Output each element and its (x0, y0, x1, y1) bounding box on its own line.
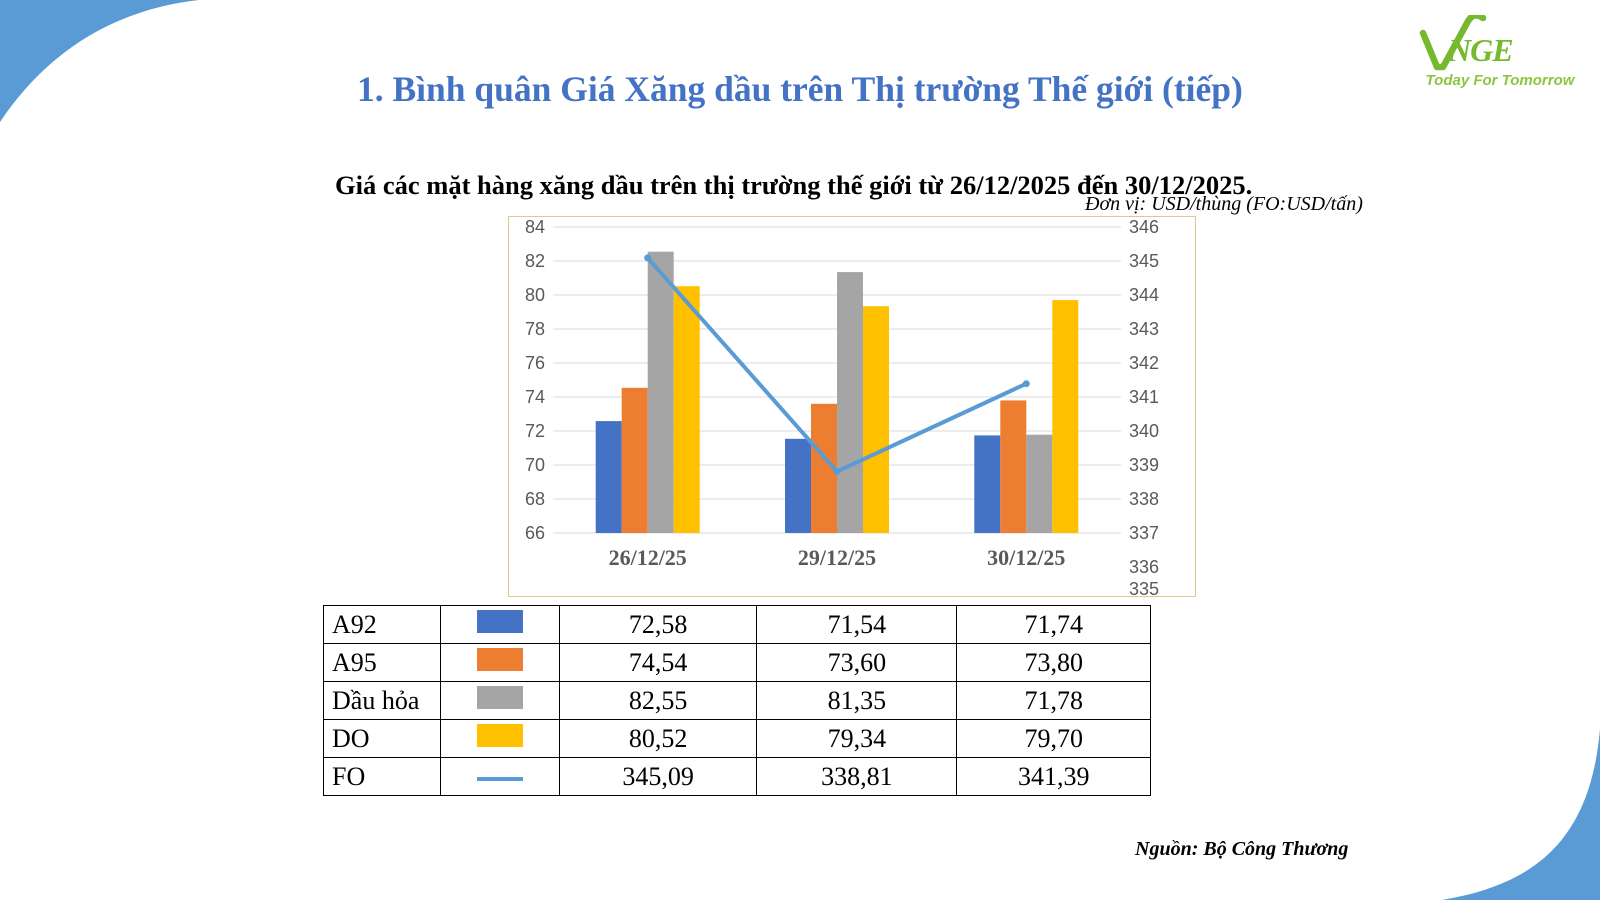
svg-text:338: 338 (1129, 489, 1159, 509)
svg-text:342: 342 (1129, 353, 1159, 373)
svg-text:336: 336 (1129, 557, 1159, 577)
svg-text:74: 74 (525, 387, 545, 407)
svg-text:70: 70 (525, 455, 545, 475)
svg-text:66: 66 (525, 523, 545, 543)
svg-text:30/12/25: 30/12/25 (987, 545, 1065, 570)
svg-text:344: 344 (1129, 285, 1159, 305)
svg-text:340: 340 (1129, 421, 1159, 441)
svg-text:345: 345 (1129, 251, 1159, 271)
svg-text:26/12/25: 26/12/25 (609, 545, 687, 570)
svg-text:343: 343 (1129, 319, 1159, 339)
svg-text:78: 78 (525, 319, 545, 339)
svg-text:NGE: NGE (1447, 32, 1513, 68)
svg-text:68: 68 (525, 489, 545, 509)
svg-text:335: 335 (1129, 579, 1159, 599)
svg-text:76: 76 (525, 353, 545, 373)
svg-text:339: 339 (1129, 455, 1159, 475)
svg-text:29/12/25: 29/12/25 (798, 545, 876, 570)
svg-text:72: 72 (525, 421, 545, 441)
svg-text:80: 80 (525, 285, 545, 305)
svg-text:337: 337 (1129, 523, 1159, 543)
svg-text:346: 346 (1129, 217, 1159, 237)
svg-text:82: 82 (525, 251, 545, 271)
svg-text:84: 84 (525, 217, 545, 237)
svg-text:341: 341 (1129, 387, 1159, 407)
